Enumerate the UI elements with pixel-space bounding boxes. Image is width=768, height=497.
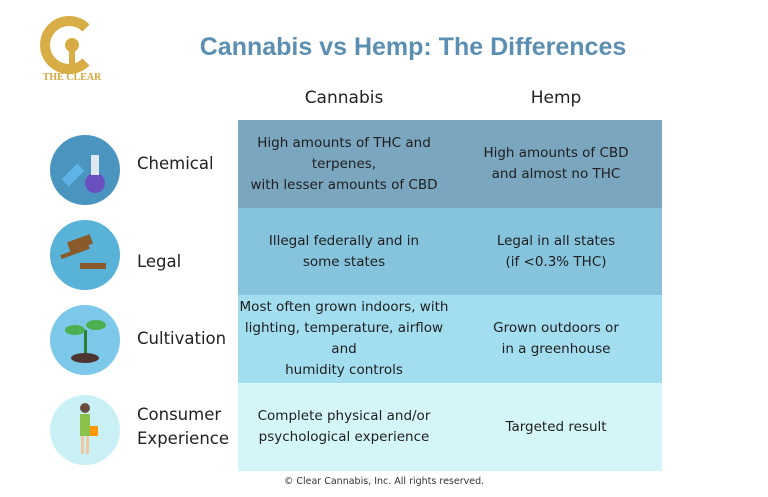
table-cell: High amounts of THC and terpenes, with le… bbox=[238, 120, 450, 208]
table-cell: Most often grown indoors, with lighting, … bbox=[238, 295, 450, 383]
row-label: Cultivation bbox=[137, 295, 237, 383]
icon-consumer bbox=[50, 395, 120, 465]
table-cell: Legal in all states (if <0.3% THC) bbox=[450, 208, 662, 295]
table-cell: Complete physical and/or psychological ex… bbox=[238, 383, 450, 471]
row-background bbox=[238, 383, 662, 471]
icon-chemical bbox=[50, 135, 120, 205]
row-label-line: Consumer bbox=[137, 405, 222, 424]
row-background bbox=[238, 295, 662, 383]
footer: © Clear Cannabis, Inc. All rights reserv… bbox=[283, 476, 485, 487]
cell-line: with lesser amounts of CBD bbox=[250, 176, 438, 193]
cell-line: Grown outdoors or bbox=[493, 320, 619, 336]
icon-cultivation bbox=[50, 305, 120, 375]
cell-line: in a greenhouse bbox=[501, 341, 611, 357]
cell-line: lighting, temperature, airflow and bbox=[244, 320, 444, 357]
table-cell: Targeted result bbox=[450, 383, 662, 471]
table-cell: High amounts of CBD and almost no THC bbox=[450, 120, 662, 208]
row-label: Legal bbox=[137, 218, 237, 305]
cell-line: Targeted result bbox=[505, 418, 607, 435]
cell-line: humidity controls bbox=[285, 362, 403, 378]
icon-legal bbox=[50, 220, 120, 290]
row-label: Consumer Experience bbox=[137, 383, 237, 471]
cell-line: some states bbox=[302, 253, 386, 270]
row-label: Chemical bbox=[137, 120, 237, 208]
logo-text: THE CLEAR bbox=[42, 72, 102, 83]
cell-line: (if <0.3% THC) bbox=[505, 253, 607, 270]
row-background bbox=[238, 120, 662, 208]
table-cell: Illegal federally and in some states bbox=[238, 208, 450, 295]
column-header: Cannabis bbox=[304, 88, 384, 108]
cell-line: Complete physical and/or bbox=[257, 408, 431, 424]
cell-line: Most often grown indoors, with bbox=[239, 299, 449, 315]
row-label-line: Cultivation bbox=[137, 329, 227, 348]
title: Cannabis vs Hemp: The Differences bbox=[199, 33, 627, 61]
logo-mark bbox=[40, 16, 90, 74]
cell-line: High amounts of THC and terpenes, bbox=[257, 134, 431, 172]
table-cell: Grown outdoors or in a greenhouse bbox=[450, 295, 662, 383]
cell-line: psychological experience bbox=[258, 429, 430, 445]
cell-line: Legal in all states bbox=[496, 232, 616, 249]
row-label-line: Legal bbox=[137, 251, 182, 271]
cell-line: Illegal federally and in bbox=[268, 232, 420, 249]
row-background bbox=[238, 208, 662, 295]
cell-line: and almost no THC bbox=[491, 166, 621, 182]
row-label-line: Experience bbox=[137, 429, 230, 448]
column-header: Hemp bbox=[530, 88, 582, 108]
row-label-line: Chemical bbox=[137, 154, 214, 173]
cell-line: High amounts of CBD bbox=[483, 145, 629, 161]
